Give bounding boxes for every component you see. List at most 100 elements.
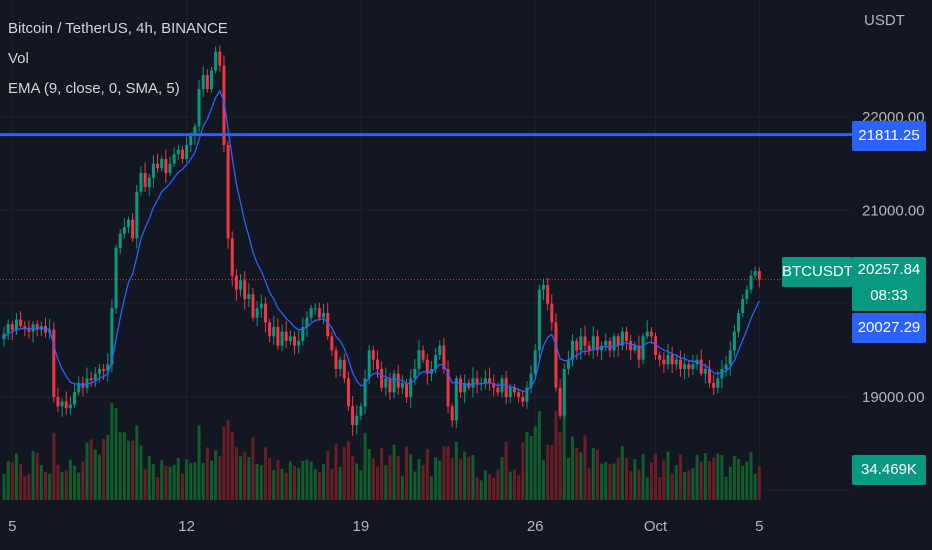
volume-bar bbox=[122, 432, 126, 500]
candle-body bbox=[35, 324, 39, 330]
volume-bar bbox=[392, 444, 396, 500]
volume-bar bbox=[19, 463, 23, 500]
volume-bar bbox=[467, 456, 471, 500]
volume-bar bbox=[542, 460, 545, 500]
volume-bar bbox=[114, 408, 118, 500]
candle-body bbox=[185, 144, 189, 159]
volume-bar bbox=[31, 451, 35, 500]
candle-body bbox=[64, 401, 68, 409]
volume-bar bbox=[259, 465, 263, 500]
volume-bar bbox=[293, 466, 296, 500]
volume-bar bbox=[508, 471, 512, 500]
candle-body bbox=[139, 172, 143, 192]
volume-bar bbox=[712, 457, 716, 500]
candle-body bbox=[346, 378, 350, 407]
candle-body bbox=[413, 368, 417, 379]
volume-bar bbox=[625, 457, 628, 500]
candle-body bbox=[363, 378, 367, 407]
candle-body bbox=[554, 322, 558, 388]
time-tick-label: Oct bbox=[644, 518, 668, 535]
volume-bar bbox=[429, 476, 433, 500]
volume-bar bbox=[525, 432, 529, 500]
volume-bar bbox=[442, 446, 446, 500]
volume-bar bbox=[674, 465, 678, 500]
volume-bar bbox=[409, 454, 413, 500]
grid-lines bbox=[0, 0, 852, 500]
candle-body bbox=[122, 227, 126, 234]
candle-body bbox=[197, 89, 201, 127]
volume-bar bbox=[716, 453, 720, 500]
volume-bar bbox=[185, 459, 189, 500]
candle-body bbox=[280, 331, 284, 346]
volume-bar bbox=[537, 411, 541, 500]
volume-bar bbox=[591, 447, 595, 500]
candle-body bbox=[749, 275, 753, 290]
horizontal-level-tag: 21811.25 bbox=[852, 121, 926, 151]
volume-bar bbox=[600, 463, 604, 500]
volume-bar bbox=[504, 441, 508, 500]
volume-bar bbox=[176, 458, 180, 500]
candle-body bbox=[604, 340, 608, 346]
candle-body bbox=[463, 382, 467, 393]
candle-body bbox=[571, 340, 575, 360]
volume-bar bbox=[85, 442, 89, 500]
volume-bar bbox=[156, 476, 160, 500]
volume-bar bbox=[284, 472, 288, 500]
candle-body bbox=[102, 368, 106, 371]
time-tick-label: 5 bbox=[755, 518, 763, 535]
volume-bar bbox=[745, 461, 749, 500]
volume-bar bbox=[425, 449, 429, 500]
candle-body bbox=[226, 144, 230, 239]
candle-body bbox=[330, 336, 334, 351]
volume-bar bbox=[93, 449, 97, 500]
volume-bar bbox=[255, 463, 259, 500]
candle-body bbox=[23, 326, 27, 328]
candle-body bbox=[351, 406, 355, 425]
volume-bar bbox=[583, 435, 587, 500]
candle-body bbox=[110, 308, 114, 365]
candle-body bbox=[475, 378, 479, 383]
candle-body bbox=[214, 51, 218, 71]
candle-body bbox=[649, 331, 653, 337]
volume-bar bbox=[396, 456, 400, 500]
volume-bar bbox=[732, 455, 736, 500]
candle-body bbox=[575, 340, 579, 351]
candle-body bbox=[724, 364, 728, 369]
volume-bar bbox=[56, 464, 60, 500]
candle-body bbox=[691, 364, 695, 369]
volume-bar bbox=[629, 471, 633, 500]
candle-body bbox=[512, 387, 516, 393]
candle-body bbox=[712, 382, 716, 388]
volume-bar bbox=[562, 414, 566, 500]
volume-bar bbox=[633, 459, 637, 500]
ema-line bbox=[3, 89, 760, 393]
volume-bar bbox=[512, 469, 516, 500]
candle-body bbox=[297, 340, 301, 346]
volume-bar bbox=[529, 436, 533, 500]
candle-body bbox=[6, 324, 10, 334]
volume-bar bbox=[168, 466, 172, 500]
candle-body bbox=[496, 387, 500, 393]
volume-bar bbox=[147, 456, 151, 500]
volume-bar bbox=[517, 475, 521, 500]
candle-body bbox=[645, 331, 649, 337]
candle-body bbox=[147, 177, 151, 187]
volume-bar bbox=[301, 460, 305, 500]
volume-bar bbox=[131, 440, 135, 500]
volume-bar bbox=[376, 466, 379, 500]
volume-bar bbox=[454, 442, 458, 500]
volume-bar bbox=[27, 474, 31, 500]
volume-bar bbox=[550, 445, 554, 500]
volume-bar bbox=[226, 420, 230, 500]
candle-body bbox=[550, 303, 554, 323]
volume-bar bbox=[450, 458, 454, 500]
candle-body bbox=[409, 378, 413, 397]
candle-body bbox=[85, 378, 89, 388]
candle-body bbox=[716, 378, 720, 388]
candle-body bbox=[732, 331, 736, 351]
volume-bar bbox=[239, 456, 243, 500]
candle-body bbox=[301, 326, 305, 341]
candle-body bbox=[641, 336, 645, 360]
candle-body bbox=[745, 289, 749, 299]
